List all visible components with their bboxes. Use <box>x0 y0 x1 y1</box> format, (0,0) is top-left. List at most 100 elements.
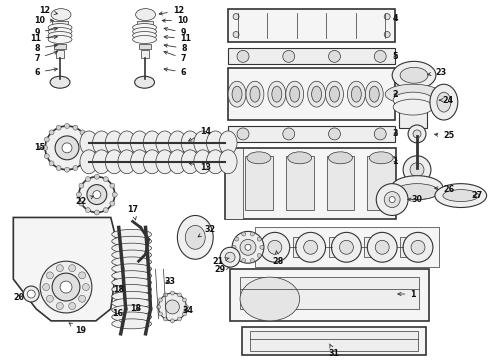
Bar <box>141 50 148 58</box>
Bar <box>400 237 410 257</box>
Circle shape <box>304 240 318 254</box>
Ellipse shape <box>250 86 260 102</box>
Ellipse shape <box>112 271 151 281</box>
Ellipse shape <box>272 86 282 102</box>
Circle shape <box>45 126 89 170</box>
Circle shape <box>242 232 245 236</box>
Text: 20: 20 <box>14 293 25 302</box>
Ellipse shape <box>393 99 433 115</box>
Circle shape <box>237 50 249 62</box>
Bar <box>56 50 64 58</box>
Ellipse shape <box>136 9 155 21</box>
Ellipse shape <box>93 131 110 155</box>
Ellipse shape <box>112 319 151 329</box>
Circle shape <box>257 253 261 257</box>
Text: 3: 3 <box>392 130 398 139</box>
Circle shape <box>268 240 282 254</box>
Bar <box>242 327 426 355</box>
Ellipse shape <box>395 184 439 199</box>
Circle shape <box>237 128 249 140</box>
Bar <box>255 228 439 267</box>
Ellipse shape <box>112 243 151 253</box>
Text: 1: 1 <box>392 157 398 166</box>
Text: 30: 30 <box>408 195 422 204</box>
Circle shape <box>384 192 400 207</box>
Circle shape <box>27 290 35 298</box>
Ellipse shape <box>112 250 151 260</box>
Circle shape <box>340 240 353 254</box>
Bar <box>368 156 395 210</box>
Bar <box>225 148 396 220</box>
Ellipse shape <box>50 76 70 88</box>
Ellipse shape <box>385 84 441 104</box>
Circle shape <box>69 302 75 310</box>
Circle shape <box>78 295 86 302</box>
Ellipse shape <box>181 150 199 174</box>
Circle shape <box>87 185 107 204</box>
Ellipse shape <box>112 229 151 239</box>
Circle shape <box>182 312 187 316</box>
Circle shape <box>79 177 115 212</box>
Circle shape <box>79 183 84 188</box>
Text: 4: 4 <box>392 14 398 23</box>
Ellipse shape <box>219 131 237 155</box>
Circle shape <box>166 300 179 314</box>
Circle shape <box>43 145 48 150</box>
Ellipse shape <box>206 150 224 174</box>
Ellipse shape <box>112 291 151 301</box>
Text: 21: 21 <box>213 257 229 266</box>
Bar <box>293 237 303 257</box>
Circle shape <box>233 14 239 19</box>
Bar <box>240 277 419 309</box>
Bar <box>365 237 374 257</box>
Text: 8: 8 <box>164 44 187 53</box>
Ellipse shape <box>93 150 110 174</box>
Circle shape <box>233 32 239 37</box>
Circle shape <box>225 252 235 262</box>
Text: 14: 14 <box>189 127 211 141</box>
Circle shape <box>245 244 251 250</box>
Circle shape <box>328 128 341 140</box>
Circle shape <box>82 284 89 291</box>
Ellipse shape <box>48 23 72 32</box>
Ellipse shape <box>430 84 458 120</box>
Text: 9: 9 <box>34 27 57 37</box>
Ellipse shape <box>443 190 479 202</box>
Circle shape <box>374 128 386 140</box>
Circle shape <box>403 156 431 184</box>
Text: 15: 15 <box>34 143 45 152</box>
Circle shape <box>44 154 49 159</box>
Circle shape <box>47 295 53 302</box>
Ellipse shape <box>312 86 321 102</box>
Circle shape <box>85 177 90 181</box>
Ellipse shape <box>48 32 72 40</box>
Circle shape <box>164 317 168 321</box>
Circle shape <box>56 125 61 130</box>
Circle shape <box>413 130 421 138</box>
Ellipse shape <box>130 131 148 155</box>
Text: 19: 19 <box>69 323 86 335</box>
Ellipse shape <box>169 150 186 174</box>
Text: 22: 22 <box>75 196 94 206</box>
Circle shape <box>65 123 70 129</box>
Circle shape <box>257 237 261 241</box>
Ellipse shape <box>105 131 123 155</box>
Text: 8: 8 <box>34 44 57 53</box>
Circle shape <box>368 232 397 262</box>
Ellipse shape <box>133 36 156 44</box>
Circle shape <box>43 284 49 291</box>
Circle shape <box>49 161 54 166</box>
Circle shape <box>220 247 240 267</box>
Text: 18: 18 <box>113 284 124 293</box>
Circle shape <box>85 208 90 212</box>
Circle shape <box>156 305 161 309</box>
Bar <box>228 49 395 64</box>
Text: 9: 9 <box>164 27 186 37</box>
Circle shape <box>184 305 188 309</box>
Ellipse shape <box>308 81 325 107</box>
Circle shape <box>375 240 389 254</box>
Circle shape <box>73 166 78 171</box>
Ellipse shape <box>112 264 151 274</box>
Text: 6: 6 <box>164 68 186 77</box>
Circle shape <box>93 190 101 199</box>
